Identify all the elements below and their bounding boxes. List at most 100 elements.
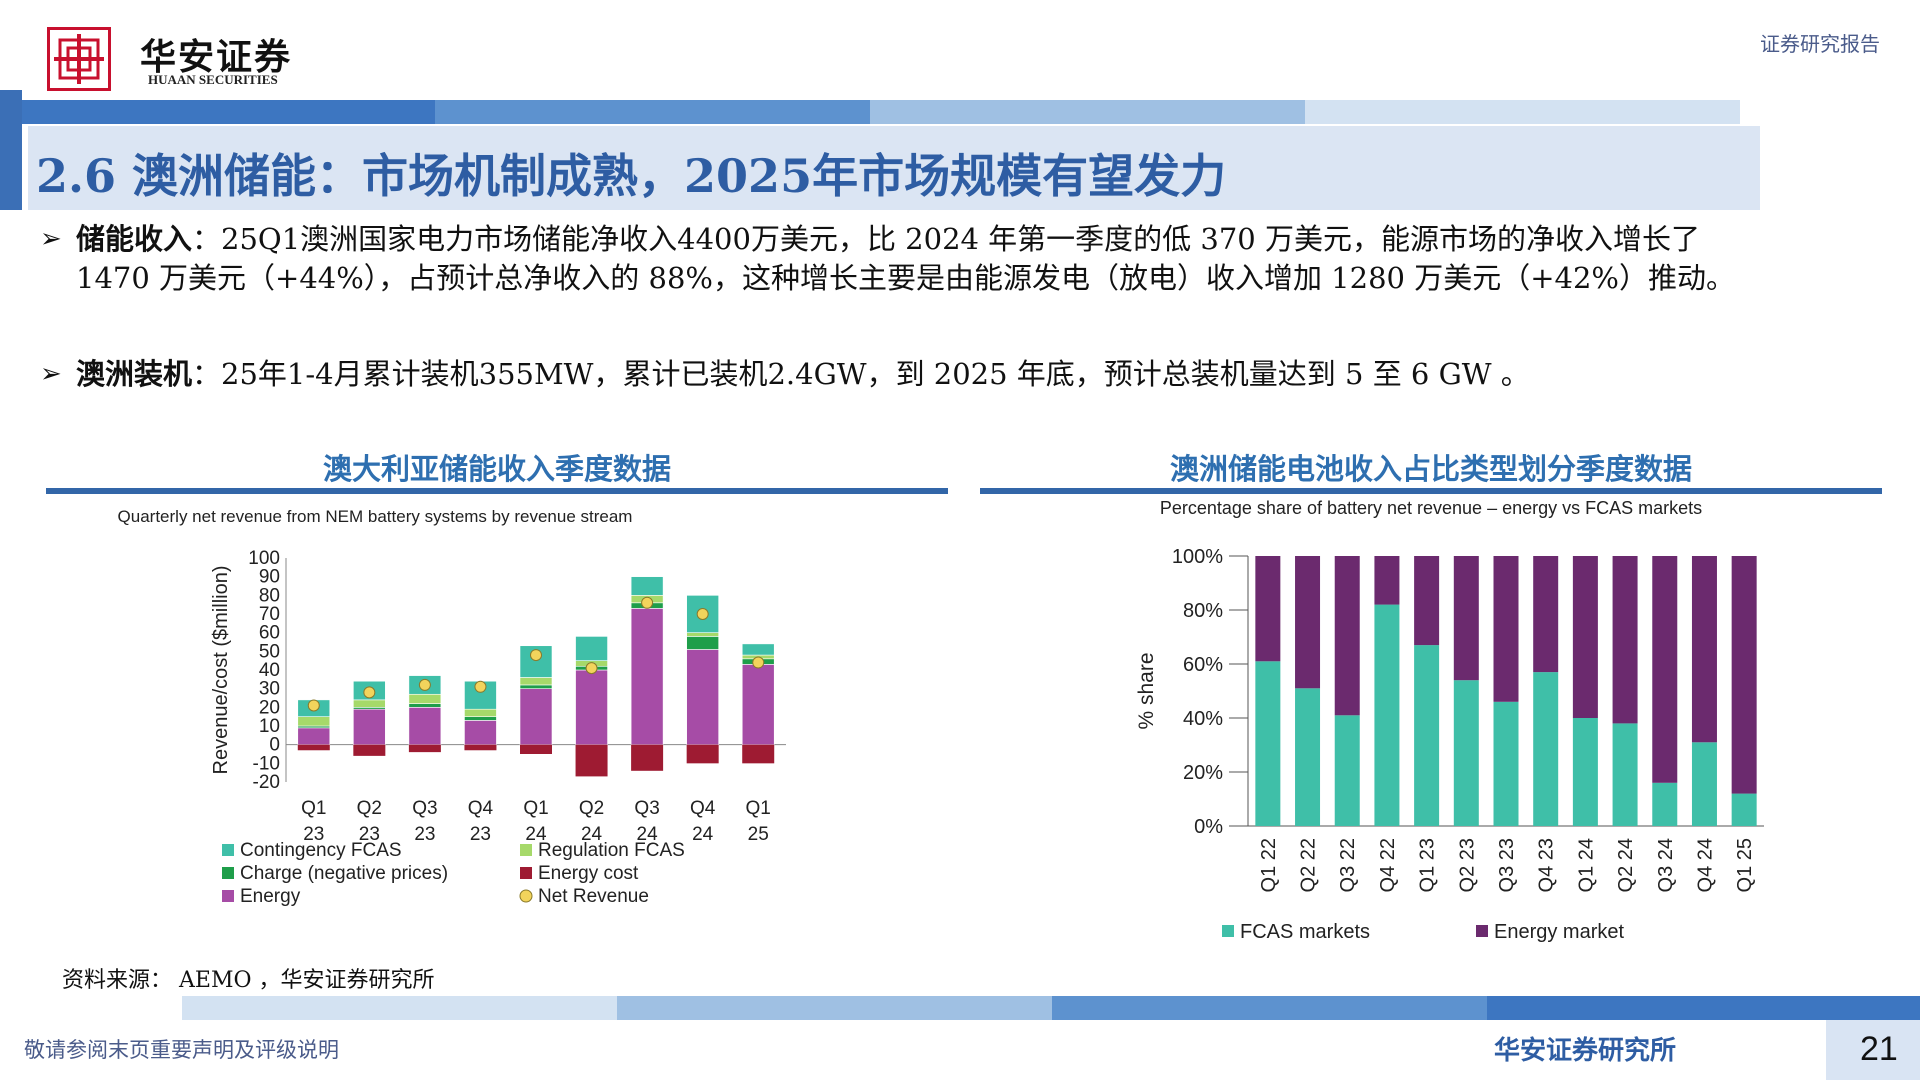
y-tick-label: 100% [1172, 546, 1223, 568]
chart-title: Quarterly net revenue from NEM battery s… [118, 507, 633, 526]
footer-institute: 华安证券研究所 [1494, 1036, 1677, 1066]
x-tick-label: Q2 [357, 798, 382, 819]
x-tick-label: Q1 24 [1575, 838, 1597, 892]
bar-segment [1374, 604, 1400, 826]
bar-segment [297, 744, 330, 751]
chart-quarterly-revenue: Quarterly net revenue from NEM battery s… [118, 507, 786, 907]
report-type-label: 证券研究报告 [1760, 32, 1880, 56]
bar-segment [1572, 718, 1598, 826]
source-note: 资料来源： AEMO ，华安证券研究所 [62, 968, 435, 993]
net-revenue-dot [752, 656, 765, 669]
net-revenue-dot [474, 680, 487, 693]
bar-segment [1533, 672, 1559, 826]
y-tick-label: 70 [259, 604, 280, 625]
y-tick-label: 60% [1183, 654, 1223, 676]
bar-segment [519, 684, 553, 689]
x-tick-label: 24 [637, 824, 659, 845]
net-revenue-dot [307, 699, 320, 712]
header-stripe-4 [1305, 100, 1740, 124]
legend-marker [222, 867, 234, 879]
bar-segment [686, 636, 719, 650]
y-tick-label: 60 [259, 623, 280, 644]
header-stripe-2 [435, 100, 870, 124]
legend-label: Net Revenue [538, 886, 649, 907]
legend-marker [1222, 925, 1234, 937]
bullet-label: 储能收入 [76, 222, 193, 256]
x-tick-label: Q3 [412, 798, 437, 819]
x-tick-label: 23 [470, 824, 491, 845]
net-revenue-dot [696, 608, 709, 620]
legend-label: Energy market [1494, 921, 1624, 943]
x-tick-label: Q1 [301, 798, 326, 819]
y-tick-label: 100 [248, 548, 280, 569]
bar-segment [408, 707, 442, 745]
x-tick-label: Q2 23 [1456, 838, 1478, 892]
brand-name-en: HUAAN SECURITIES [148, 72, 278, 87]
net-revenue-dot [363, 686, 376, 699]
legend-marker [520, 867, 532, 879]
x-tick-label: Q1 22 [1258, 838, 1280, 892]
bar-segment [408, 744, 441, 753]
legend-marker [222, 844, 234, 856]
bar-segment [519, 688, 553, 745]
bar-segment [1691, 742, 1717, 826]
bar-segment [1572, 556, 1598, 718]
y-tick-label: -20 [253, 772, 280, 793]
header-stripe-1 [0, 100, 435, 124]
x-tick-label: Q4 [468, 798, 494, 819]
bar-segment [1652, 782, 1678, 826]
legend-label: Regulation FCAS [538, 840, 685, 861]
bar-segment [1255, 661, 1281, 826]
y-tick-label: 40% [1183, 708, 1223, 730]
x-tick-label: Q1 23 [1417, 838, 1439, 892]
y-tick-label: -10 [253, 753, 280, 774]
bullet-label: 澳洲装机 [76, 357, 193, 391]
chart-revenue-share: Percentage share of battery net revenue … [1135, 498, 1764, 943]
bar-segment [742, 744, 775, 764]
legend-label: Energy [240, 886, 301, 907]
header-stripe-3 [870, 100, 1305, 124]
bar-segment [575, 744, 608, 777]
left-chart-heading: 澳大利亚储能收入季度数据 [322, 452, 671, 486]
bar-segment [1334, 556, 1360, 716]
x-tick-label: Q3 [634, 798, 659, 819]
legend-marker [1476, 925, 1488, 937]
legend-label: Energy cost [538, 863, 639, 884]
x-tick-label: Q3 24 [1655, 838, 1677, 892]
bar-segment [686, 744, 719, 764]
footer-stripe-4 [1487, 996, 1920, 1020]
legend-label: FCAS markets [1240, 921, 1370, 943]
x-tick-label: Q2 [579, 798, 604, 819]
bullet-arrow-icon: ➢ [40, 359, 62, 389]
bar-segment [520, 744, 552, 754]
right-chart-rule [980, 488, 1882, 494]
bullet-revenue: ➢ 储能收入：25Q1澳洲国家电力市场储能净收入4400万美元，比 2024 年… [40, 220, 1776, 298]
bar-segment [1533, 556, 1559, 673]
x-tick-label: Q3 22 [1337, 838, 1359, 892]
page-number: 21 [1860, 1030, 1898, 1068]
bar-segment [741, 664, 775, 745]
x-tick-label: Q1 [746, 798, 771, 819]
legend-marker [519, 889, 533, 903]
y-tick-label: 80 [259, 585, 280, 606]
y-tick-label: 0% [1194, 816, 1223, 838]
bar-segment [1453, 556, 1479, 681]
bar-segment [353, 708, 386, 745]
bar-segment [1295, 556, 1321, 689]
y-tick-label: 30 [259, 679, 280, 700]
bullet-arrow-icon: ➢ [40, 224, 62, 254]
bar-segment [464, 716, 497, 721]
bar-segment [630, 608, 664, 745]
y-tick-label: 80% [1183, 600, 1223, 622]
x-tick-label: 25 [748, 824, 769, 845]
x-tick-label: 23 [359, 824, 380, 845]
page-title: 2.6 澳洲储能：市场机制成熟，2025年市场规模有望发力 [36, 149, 1227, 203]
bar-segment [353, 744, 386, 756]
bar-segment [630, 576, 664, 596]
x-tick-label: Q4 23 [1536, 838, 1558, 892]
bar-segment [1493, 701, 1519, 826]
bar-segment [741, 643, 775, 656]
bar-segment [1414, 645, 1440, 826]
legend-marker [520, 844, 532, 856]
title-band [28, 126, 1760, 210]
